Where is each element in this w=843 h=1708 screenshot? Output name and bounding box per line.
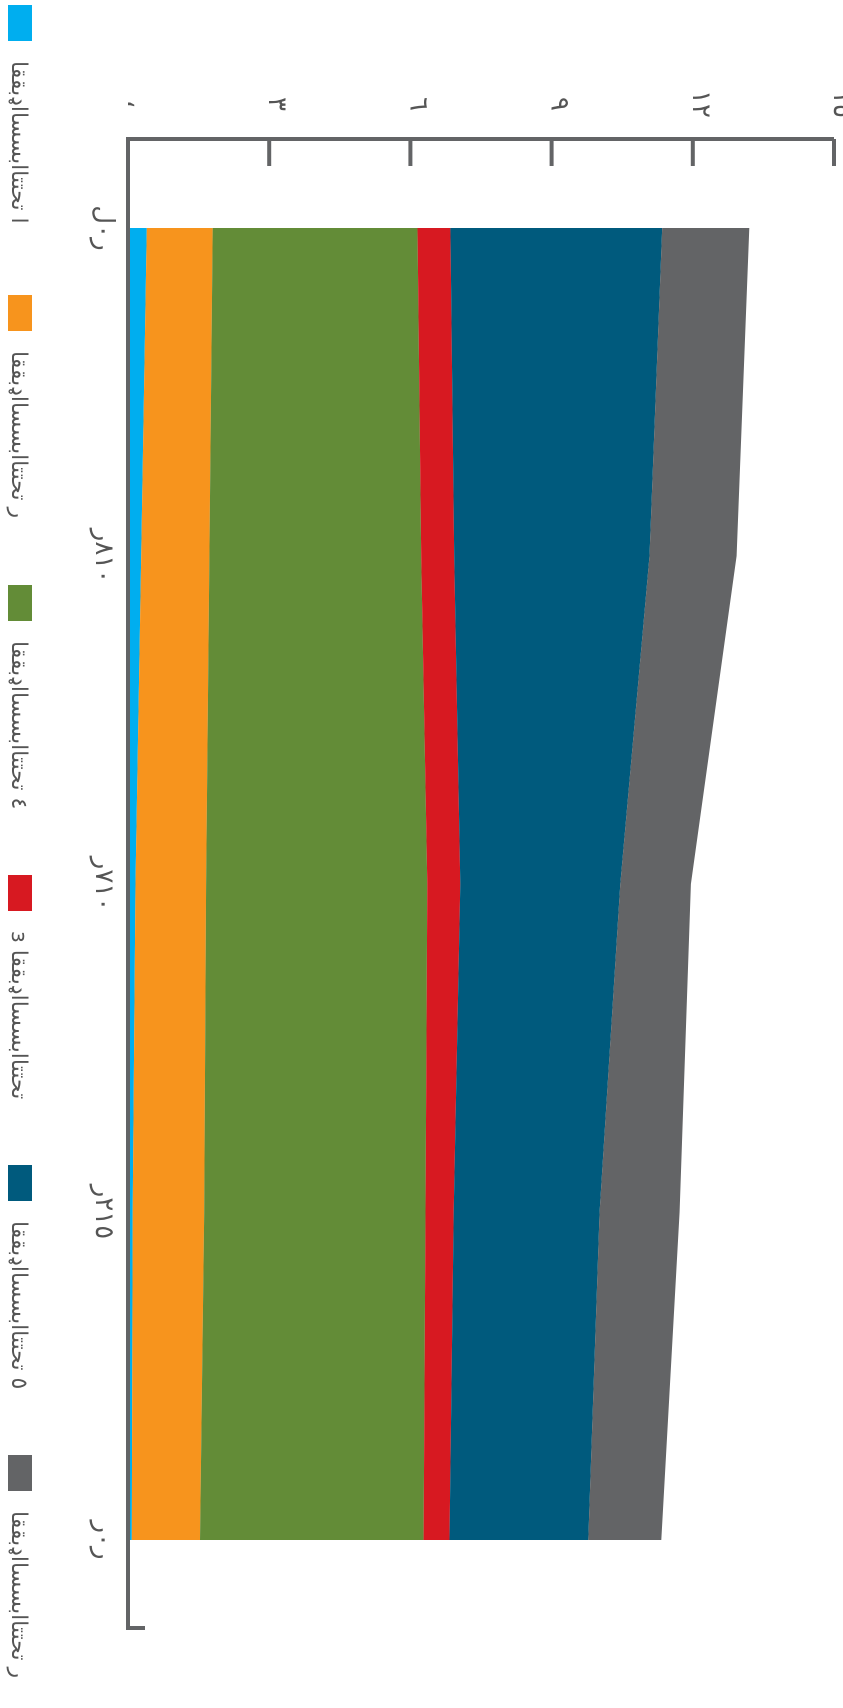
tick-labels: ، ٣ ٦ ٩ ١٢ ١٥ ر٠ل ٨١٠ر ٧١٠ر ٢١٥ر ر٠ر xyxy=(89,90,843,1560)
category-tick-label: ٧١٠ر xyxy=(89,855,119,911)
value-tick-label: ، xyxy=(121,100,151,108)
legend: ا ‌تحتتاابسسااډبققا ر ‌تحتتاابسسااډبققا ٤ … xyxy=(6,5,32,1678)
legend-swatch xyxy=(8,1165,32,1201)
legend-label: ا ‌تحتتاابسسااډبققا xyxy=(6,61,31,224)
legend-swatch xyxy=(8,295,32,331)
area-series-3 xyxy=(200,228,428,1540)
area-series-4 xyxy=(417,228,461,1540)
value-tick-label: ٦ xyxy=(403,97,433,111)
value-tick-label: ١٢ xyxy=(686,90,716,118)
value-tick-label: ١٥ xyxy=(827,90,843,118)
category-tick-label: ٨١٠ر xyxy=(89,527,119,583)
legend-swatch xyxy=(8,1455,32,1491)
legend-label: ر ‌تحتتاابسسااډبققا xyxy=(6,1511,31,1678)
category-tick-label: ر٠ل xyxy=(89,205,119,250)
legend-swatch xyxy=(8,875,32,911)
value-tick-label: ٣ xyxy=(262,97,292,111)
legend-label: ٤ ‌تحتتاابسسااډبققا xyxy=(6,641,31,809)
area-series-2 xyxy=(131,228,213,1540)
area-series-6 xyxy=(588,228,750,1540)
legend-label: ɜ ‌تحتتاابسسااډبققا xyxy=(6,931,31,1099)
chart-axes xyxy=(126,137,836,1630)
series-areas xyxy=(128,228,750,1540)
value-tick-label: ٩ xyxy=(545,97,575,111)
category-tick-label: ٢١٥ر xyxy=(89,1183,119,1239)
legend-label: ر ‌تحتتاابسسااډبققا xyxy=(6,351,31,518)
legend-swatch xyxy=(8,585,32,621)
legend-label: ٥ ‌تحتتاابسسااډبققا xyxy=(6,1221,31,1389)
category-tick-label: ر٠ر xyxy=(89,1518,119,1559)
legend-swatch xyxy=(8,5,32,41)
area-series-5 xyxy=(449,228,663,1540)
